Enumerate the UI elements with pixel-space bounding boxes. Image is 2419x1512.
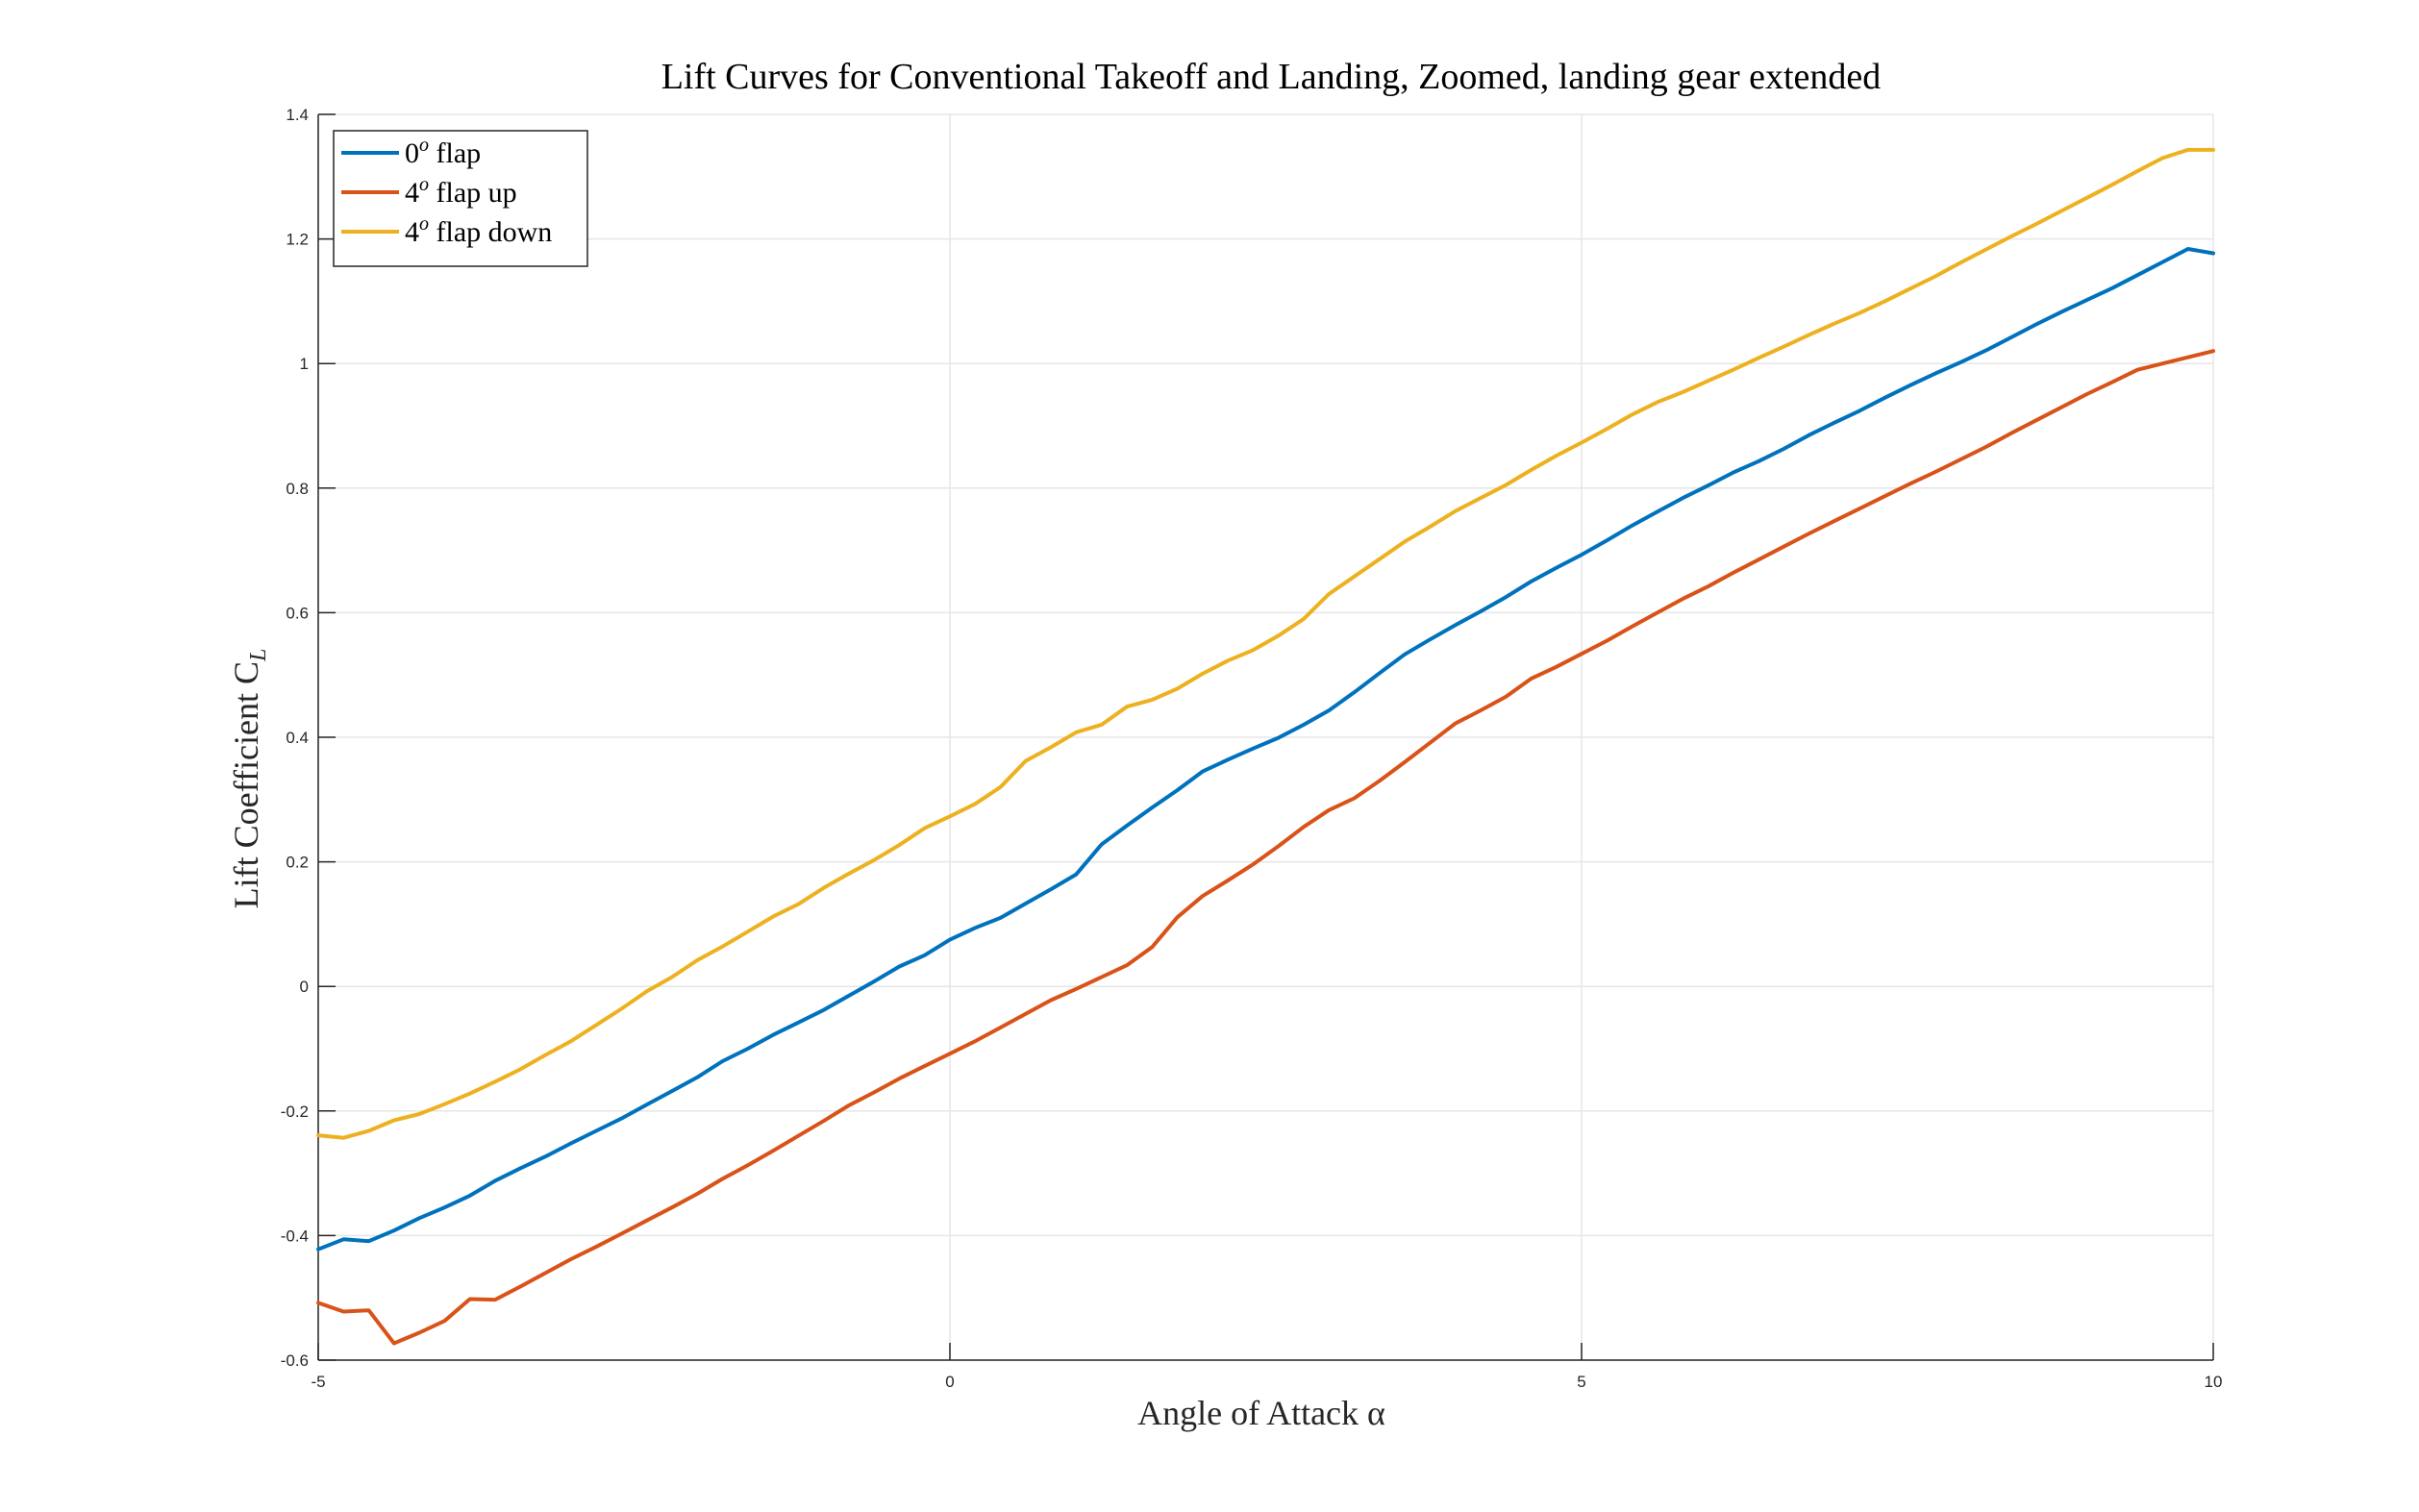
x-axis-ticks: -5 0 5 10 xyxy=(311,1343,2223,1391)
y-axis-label: Lift Coefficient CL xyxy=(227,649,271,909)
y-tick-label-7: 0.8 xyxy=(286,480,309,498)
legend-label-suffix-0: flap xyxy=(429,137,481,169)
series-line-2 xyxy=(316,147,2215,1140)
legend-label-number-2: 4 xyxy=(405,216,419,248)
y-tick-label-9: 1.2 xyxy=(286,231,309,249)
y-tick-label-2: -0.2 xyxy=(281,1103,309,1121)
x-tick-label-2: 5 xyxy=(1577,1373,1585,1391)
grid-lines xyxy=(317,113,2214,1361)
y-tick-label-5: 0.4 xyxy=(286,729,309,747)
series-line-1 xyxy=(316,349,2215,1346)
y-axis-label-subscript: L xyxy=(246,649,271,662)
legend-label-number-0: 0 xyxy=(405,137,419,169)
y-tick-label-3: 0 xyxy=(300,978,309,996)
legend-label-superscript-1: o xyxy=(419,174,429,195)
x-tick-label-1: 0 xyxy=(945,1373,954,1391)
y-tick-label-10: 1.4 xyxy=(286,106,309,124)
legend-label-2: 4o flap down xyxy=(405,213,552,248)
legend-label-suffix-2: flap down xyxy=(429,216,552,248)
y-axis-label-main: Lift Coefficient C xyxy=(227,661,265,908)
x-axis-label: Angle of Attack α xyxy=(1137,1394,1385,1432)
x-tick-label-0: -5 xyxy=(311,1373,325,1391)
y-tick-label-8: 1 xyxy=(300,355,309,373)
x-tick-label-3: 10 xyxy=(2205,1373,2223,1391)
legend-label-1: 4o flap up xyxy=(405,174,517,209)
y-tick-label-1: -0.4 xyxy=(281,1227,309,1245)
legend-label-0: 0o flap xyxy=(405,135,481,169)
series-layer xyxy=(316,147,2215,1346)
y-tick-label-4: 0.2 xyxy=(286,854,309,872)
y-tick-label-6: 0.6 xyxy=(286,604,309,622)
legend-label-number-1: 4 xyxy=(405,177,419,209)
legend-label-superscript-2: o xyxy=(419,213,429,235)
series-line-0 xyxy=(316,247,2215,1252)
y-tick-label-0: -0.6 xyxy=(281,1351,309,1370)
legend-label-suffix-1: flap up xyxy=(429,177,517,209)
legend-label-superscript-0: o xyxy=(419,135,429,156)
y-axis-ticks: -0.6 -0.4 -0.2 0 0.2 0.4 0.6 0.8 1 1.2 1.4 xyxy=(281,106,336,1370)
chart-title: Lift Curves for Conventional Takeoff and… xyxy=(661,57,1882,97)
